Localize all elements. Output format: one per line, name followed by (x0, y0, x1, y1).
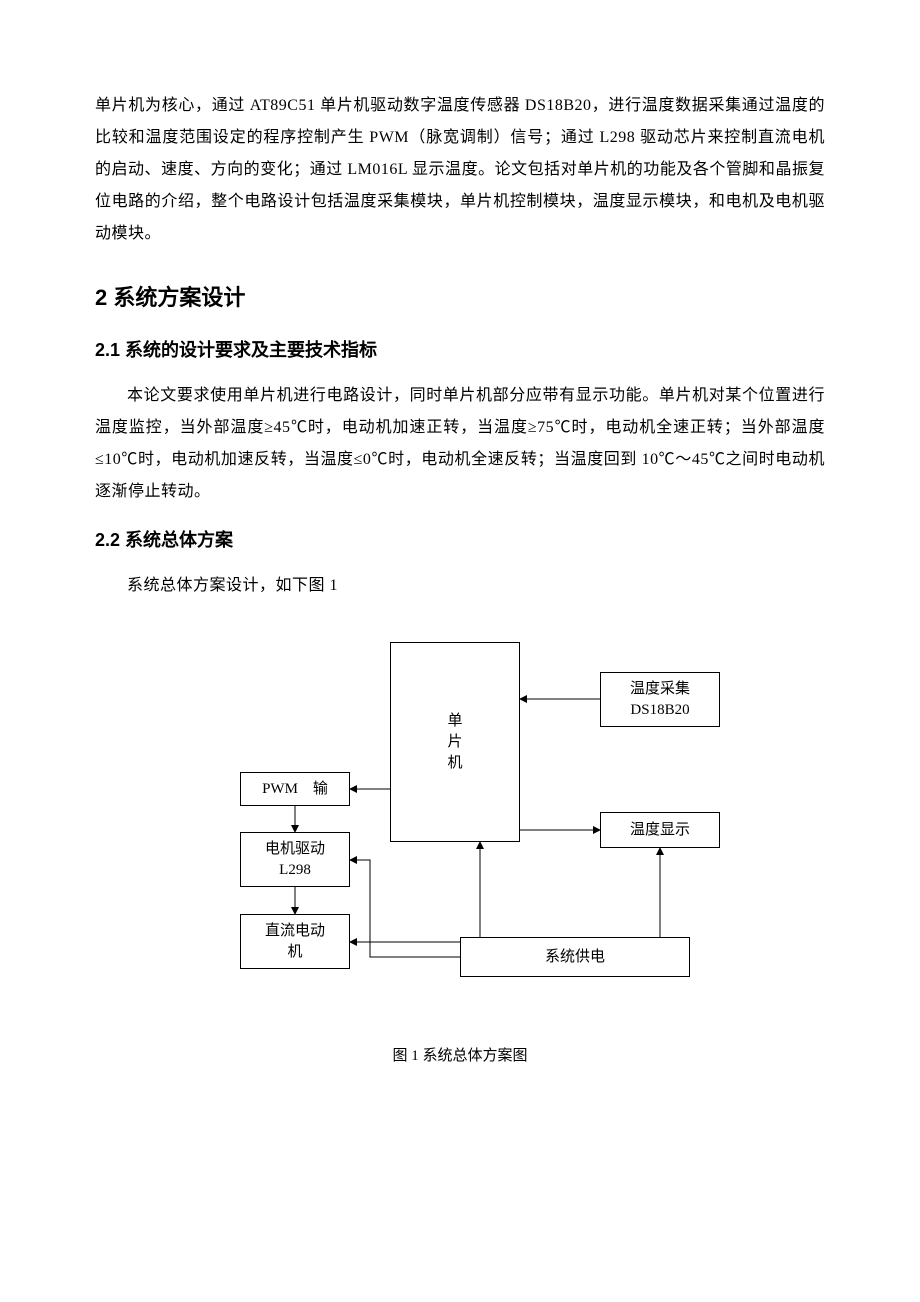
node-temp: 温度采集 DS18B20 (600, 672, 720, 727)
document-page: 单片机为核心，通过 AT89C51 单片机驱动数字温度传感器 DS18B20，进… (0, 0, 920, 1125)
node-power: 系统供电 (460, 937, 690, 977)
node-mcu: 单片机 (390, 642, 520, 842)
heading-2: 2 系统方案设计 (95, 280, 825, 312)
heading-2-1: 2.1 系统的设计要求及主要技术指标 (95, 336, 825, 362)
section-2-1-paragraph: 本论文要求使用单片机进行电路设计，同时单片机部分应带有显示功能。单片机对某个位置… (95, 380, 825, 508)
intro-paragraph: 单片机为核心，通过 AT89C51 单片机驱动数字温度传感器 DS18B20，进… (95, 90, 825, 250)
node-motor: 直流电动 机 (240, 914, 350, 969)
figure-caption: 图 1 系统总体方案图 (95, 1044, 825, 1065)
node-disp: 温度显示 (600, 812, 720, 848)
system-block-diagram: 单片机 温度采集 DS18B20 PWM 输温度显示电机驱动 L298 直流电动 机 系… (180, 642, 740, 1022)
diagram-container: 单片机 温度采集 DS18B20 PWM 输温度显示电机驱动 L298 直流电动 机 系… (95, 642, 825, 1022)
edge-power-to-driver (350, 860, 460, 957)
heading-2-2: 2.2 系统总体方案 (95, 526, 825, 552)
node-driver: 电机驱动 L298 (240, 832, 350, 887)
node-pwm: PWM 输 (240, 772, 350, 806)
section-2-2-paragraph: 系统总体方案设计，如下图 1 (95, 570, 825, 602)
